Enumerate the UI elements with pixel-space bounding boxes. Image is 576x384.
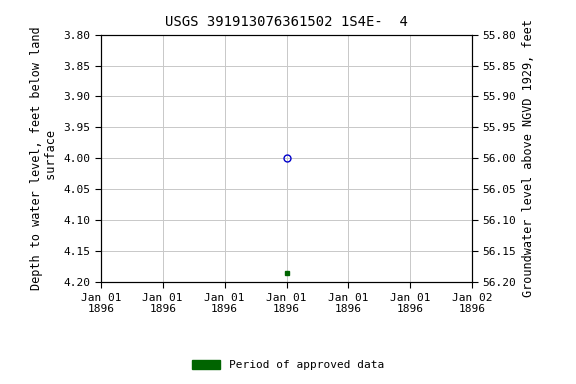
Y-axis label: Depth to water level, feet below land
 surface: Depth to water level, feet below land su… bbox=[30, 26, 58, 290]
Y-axis label: Groundwater level above NGVD 1929, feet: Groundwater level above NGVD 1929, feet bbox=[522, 20, 535, 297]
Legend: Period of approved data: Period of approved data bbox=[188, 356, 388, 375]
Title: USGS 391913076361502 1S4E-  4: USGS 391913076361502 1S4E- 4 bbox=[165, 15, 408, 29]
